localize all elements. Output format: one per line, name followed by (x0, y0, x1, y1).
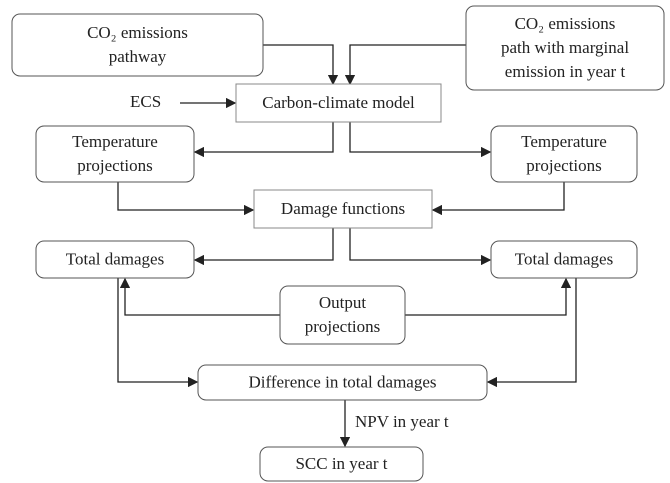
arrow (486, 278, 577, 388)
arrow (349, 122, 492, 158)
arrows (117, 44, 577, 448)
node-box (35, 240, 195, 279)
node-label: Temperature (521, 132, 607, 151)
node-label: Output (319, 293, 367, 312)
node-box (235, 83, 442, 123)
arrow (431, 182, 565, 216)
node-label: pathway (109, 47, 167, 66)
node-label: Total damages (66, 249, 164, 268)
node-label: Damage functions (281, 199, 405, 218)
node-label: CO₂ emissions (515, 14, 616, 33)
arrow (344, 44, 466, 86)
node-label: Difference in total damages (248, 372, 436, 391)
node-label: projections (77, 156, 153, 175)
arrow (405, 277, 572, 316)
arrow (349, 228, 492, 266)
label: ECS (130, 92, 161, 111)
arrow (193, 122, 334, 158)
node-label: Temperature (72, 132, 158, 151)
node-box (279, 285, 406, 345)
node-box (253, 189, 433, 229)
node-box (465, 5, 665, 91)
node-label: SCC in year t (295, 454, 387, 473)
node-label: path with marginal (501, 38, 629, 57)
node-label: projections (305, 317, 381, 336)
node-box (259, 446, 424, 482)
node-label: Carbon-climate model (262, 93, 415, 112)
arrow (119, 277, 280, 316)
label: NPV in year t (355, 412, 449, 431)
node-box (11, 13, 264, 77)
node-label: projections (526, 156, 602, 175)
node-label: emission in year t (505, 62, 626, 81)
node-label: CO₂ emissions (87, 23, 188, 42)
arrow (117, 182, 255, 216)
arrow (193, 228, 334, 266)
node-box (197, 364, 488, 401)
arrow (117, 278, 199, 388)
node-label: Total damages (515, 249, 613, 268)
node-box (35, 125, 195, 183)
node-box (490, 240, 638, 279)
node-box (490, 125, 638, 183)
arrow (263, 44, 339, 86)
